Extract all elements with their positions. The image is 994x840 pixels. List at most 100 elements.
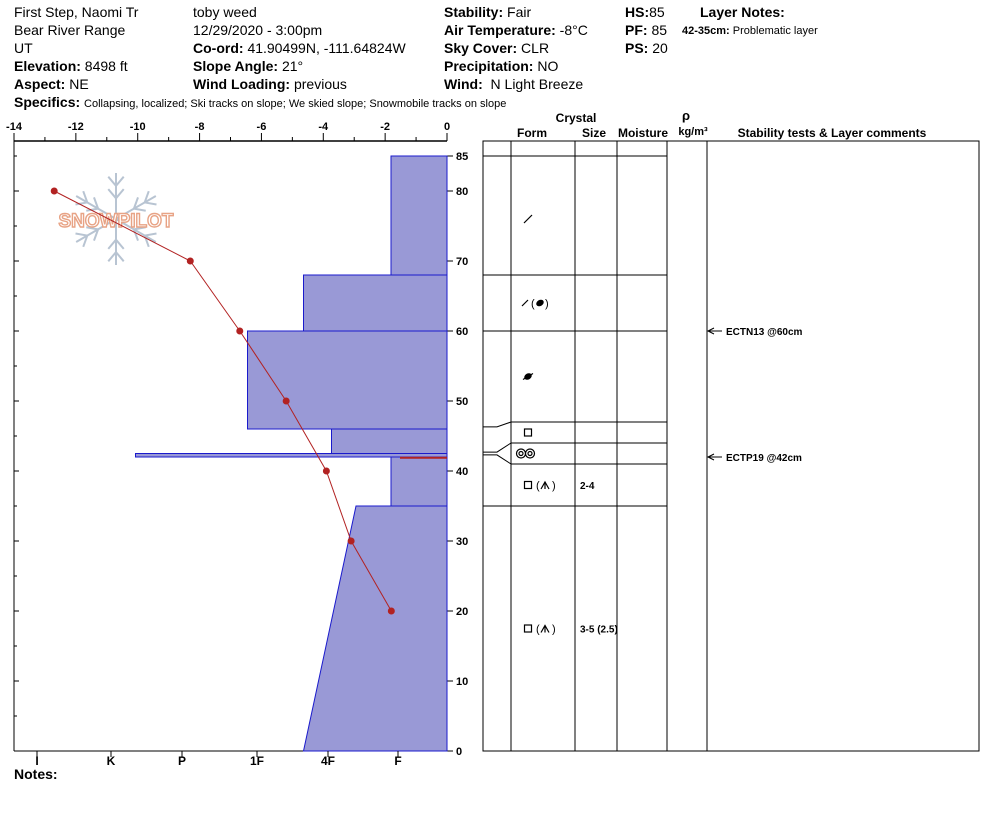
slope-angle: Slope Angle: 21° [193,58,304,74]
layer-boundaries [483,155,667,507]
paren-icon: ( [536,480,540,492]
depth-tick-label: 30 [456,536,468,548]
paren-icon: ( [536,624,540,636]
coordinates: Co-ord: 41.90499N, -111.64824W [193,40,406,56]
temp-tick-label: -14 [6,121,23,133]
ps: PS: 20 [625,40,668,56]
pf: PF: 85 [625,22,668,38]
paren-icon: ) [552,624,556,636]
air-temperature: Air Temperature: -8°C [444,22,588,38]
notes-label: Notes: [14,766,58,782]
depth-tick-label: 80 [456,186,468,198]
depth-tick-label: 60 [456,326,468,338]
hardness-label: 1F [250,754,264,768]
snowflake-branch [86,207,99,212]
datetime: 12/29/2020 - 3:00pm [193,22,323,38]
snowpilot-logo: SNOWPILOT [58,173,175,265]
hardness-layer [390,155,448,276]
melt-icon [518,450,524,457]
snowflake-branch [86,226,99,231]
hardness-label: 4F [321,754,335,768]
temp-tick-label: -2 [380,121,390,133]
stability-tests: ECTN13 @60cm ECTP19 @42cm [706,327,803,464]
snowflake-branch [75,201,88,206]
grain-form-decomposing-rounded: () [521,298,549,310]
snowflake-branch [82,190,89,203]
snowflake-branch [132,229,139,241]
header-moisture: Moisture [618,126,668,140]
hardness-layer [302,505,448,752]
temperature-point [322,467,330,475]
melt-icon [527,450,533,457]
layer-table [482,140,980,752]
grain-form-melt-forms [515,448,536,459]
precip-particles-icon [523,214,533,224]
temperature-profile [50,187,395,615]
temperature-point [50,187,58,195]
faceted-icon [523,428,533,437]
snowflake-branch [133,207,146,212]
wind-loading: Wind Loading: previous [193,76,347,92]
layer-connector [483,454,512,465]
table-headers: Crystal Form Size Moisture ρ kg/m³ Stabi… [517,108,927,140]
temperature-point [387,607,395,615]
snowflake-branch [143,190,150,203]
grain-form-faceted-depth-hoar: () [523,624,556,636]
grain-size: 3-5 (2.5) [580,625,618,636]
snowflake-branch [144,232,157,237]
grain-form-precip-particles [523,214,533,224]
hardness-axis: I K P 1F 4F F [35,751,402,768]
faceted-icon [523,480,533,490]
temperature-point [186,257,194,265]
snowflake-branch [132,197,139,209]
snowflake-branch [115,188,125,199]
depth-tick-label: 40 [456,466,468,478]
left-minor-ticks [14,155,19,752]
snowflake-branch [107,176,117,187]
stability-test-label: ECTP19 @42cm [726,453,802,464]
melt-icon [515,448,527,459]
stability-test-arrowhead [706,327,715,335]
elevation: Elevation: 8498 ft [14,58,128,74]
snowflake-arm [75,218,117,243]
hardness-label: P [178,754,186,768]
layer-connector [483,421,512,428]
temperature-axis: -14 -12 -10 -8 -6 -4 -2 0 [6,121,450,141]
depth-tick-label: 85 [456,151,468,163]
grain-form-rounded [522,372,534,381]
depth-tick-label: 20 [456,606,468,618]
paren-icon: ( [531,298,535,310]
observer: toby weed [193,4,257,20]
hardness-profile [135,155,448,752]
hardness-layer [331,428,448,454]
stability-test-arrowhead [706,453,715,461]
hs: HS:85 [625,4,665,20]
layer-cells: ()() 2-4() 3-5 (2.5) [515,214,618,636]
header-form: Form [517,126,547,140]
depth-tick-label: 70 [456,256,468,268]
snowflake-arm [115,195,157,220]
snowflake-branch [107,239,117,250]
snowflake-branch [75,232,88,237]
decomposing-icon [521,299,529,307]
rounded-slash-icon [522,372,534,381]
sky-cover: Sky Cover: CLR [444,40,550,56]
temperature-point [347,537,355,545]
hardness-label: K [107,754,116,768]
header-size: Size [582,126,606,140]
layer-note: 42-35cm: Problematic layer [682,25,818,37]
grain-size: 2-4 [580,481,595,492]
depth-tick-label: 0 [456,746,462,758]
snowflake-branch [115,239,125,250]
state: UT [14,40,33,56]
temperature-point [282,397,290,405]
temp-tick-label: -6 [257,121,267,133]
header-crystal: Crystal [556,111,597,125]
stability-test-label: ECTN13 @60cm [726,327,803,338]
hardness-layer [135,453,448,458]
layer-notes-title: Layer Notes: [700,4,785,20]
snowflake-branch [82,235,89,248]
aspect: Aspect: NE [14,76,89,92]
hardness-label: F [394,754,401,768]
